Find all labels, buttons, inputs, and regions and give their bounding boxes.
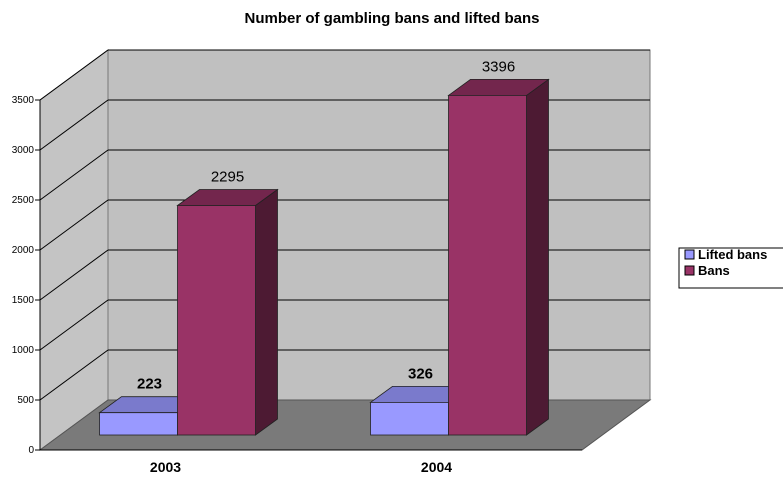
gridline-side — [39, 299, 109, 351]
legend-label: Bans — [698, 263, 730, 278]
chart-title: Number of gambling bans and lifted bans — [244, 10, 539, 27]
bar-side — [526, 78, 549, 436]
y-tick-label: 1500 — [12, 295, 35, 306]
y-tick-label: 500 — [17, 395, 34, 406]
gridline-side — [39, 49, 109, 101]
bar — [447, 78, 550, 436]
bar-side — [255, 188, 278, 436]
legend-swatch — [684, 249, 695, 260]
bar-front — [448, 95, 527, 436]
gridline-side — [39, 199, 109, 251]
bar-front — [177, 205, 256, 436]
data-label: 326 — [408, 365, 433, 382]
y-axis: 0 500 1000 1500 2000 2500 3000 3500 — [12, 95, 582, 456]
gridline-side — [39, 149, 109, 201]
y-tick-label: 3500 — [12, 95, 35, 106]
gridline-side — [39, 249, 109, 301]
x-tick-label: 2003 — [150, 459, 181, 475]
y-tick-label: 2000 — [12, 245, 35, 256]
bar-front — [370, 401, 449, 436]
bar — [176, 188, 279, 436]
data-label: 223 — [137, 376, 162, 393]
gridline-side — [39, 99, 109, 151]
x-tick-label: 2004 — [421, 459, 452, 475]
side-wall — [39, 49, 109, 451]
y-tick-label: 2500 — [12, 195, 35, 206]
x-axis-labels: 2003 2004 — [150, 459, 452, 475]
bar-front — [99, 412, 178, 436]
y-tick-label: 1000 — [12, 345, 35, 356]
y-tick-label: 3000 — [12, 145, 35, 156]
y-tick-label: 0 — [28, 445, 34, 456]
gridline-side — [39, 349, 109, 401]
legend-swatch — [684, 265, 695, 276]
data-label: 3396 — [482, 58, 515, 75]
legend-box — [678, 247, 783, 289]
data-labels: 223 2295 326 3396 — [137, 58, 515, 392]
legend-label: Lifted bans — [698, 247, 767, 262]
data-label: 2295 — [211, 169, 244, 186]
bars — [98, 78, 550, 436]
